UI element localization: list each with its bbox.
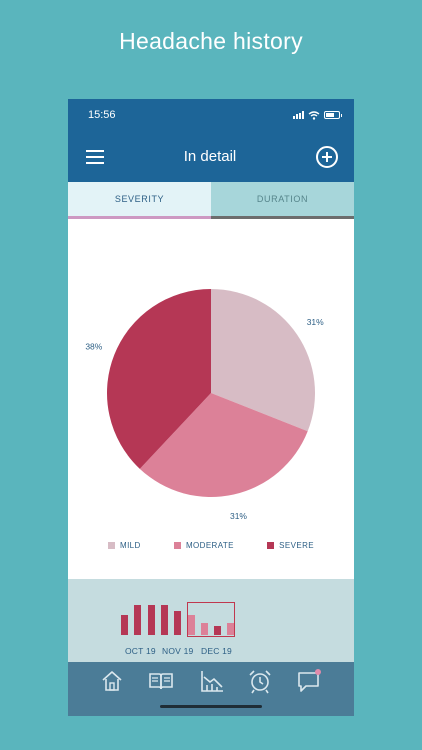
timeline-bar [188,615,195,635]
pie-chart: 31% 31% 38% [85,289,324,521]
timeline-selection[interactable] [187,602,235,637]
legend-swatch [267,542,275,549]
bottom-navigation [68,662,354,716]
legend-label: SEVERE [279,541,314,550]
tab-duration[interactable]: DURATION [211,182,354,219]
add-entry-icon[interactable] [315,145,338,168]
timeline-navigator[interactable]: OCT 19 NOV 19 DEC 19 [68,579,354,662]
home-indicator [160,705,262,708]
timeline-bar [148,605,155,635]
timeline-month-label: NOV 19 [162,646,194,656]
page-title: In detail [183,148,237,165]
legend-swatch [108,542,115,549]
status-icons [293,110,342,120]
home-icon[interactable] [99,668,125,694]
statistics-icon[interactable] [199,668,225,694]
status-time: 15:56 [88,109,116,121]
timeline-bar [227,623,234,635]
timeline-bar [121,615,128,635]
legend-item-mild: MILD [108,541,141,550]
signal-icon [293,111,304,119]
menu-icon[interactable] [86,149,104,164]
wifi-icon [308,110,320,120]
pie-slice-moderate [139,393,308,498]
timeline-bar [214,626,221,635]
pie-slice-severe [106,289,211,469]
legend-item-severe: SEVERE [267,541,314,550]
status-bar: 15:56 [68,99,354,131]
chart-legend: MILD MODERATE SEVERE [68,541,354,550]
legend-label: MODERATE [185,541,234,550]
timeline-bar [201,623,208,635]
legend-item-moderate: MODERATE [173,541,234,550]
legend-swatch [173,542,181,549]
pie-slice-mild [211,289,315,432]
severity-chart: 31% 31% 38% MILD MODERATE SEVERE [68,219,354,579]
alarm-clock-icon[interactable] [247,668,273,694]
pie-data-label: 31% [230,511,247,521]
chat-icon[interactable] [296,668,322,694]
phone-screen: 15:56 In detail SEVERITY DURATION 31% 31%… [68,99,354,716]
timeline-month-label: OCT 19 [125,646,156,656]
battery-icon [324,111,342,119]
tab-severity[interactable]: SEVERITY [68,182,211,219]
timeline-bar [161,605,168,635]
timeline-month-label: DEC 19 [201,646,232,656]
tab-bar: SEVERITY DURATION [68,182,354,219]
pie-data-label: 31% [307,317,324,327]
diary-icon[interactable] [148,668,174,694]
timeline-bar [134,605,141,635]
headline: Headache history [119,28,303,54]
pie-data-label: 38% [85,342,102,352]
top-navigation-bar: In detail [68,131,354,182]
legend-label: MILD [120,541,141,550]
timeline-bar [174,611,181,635]
